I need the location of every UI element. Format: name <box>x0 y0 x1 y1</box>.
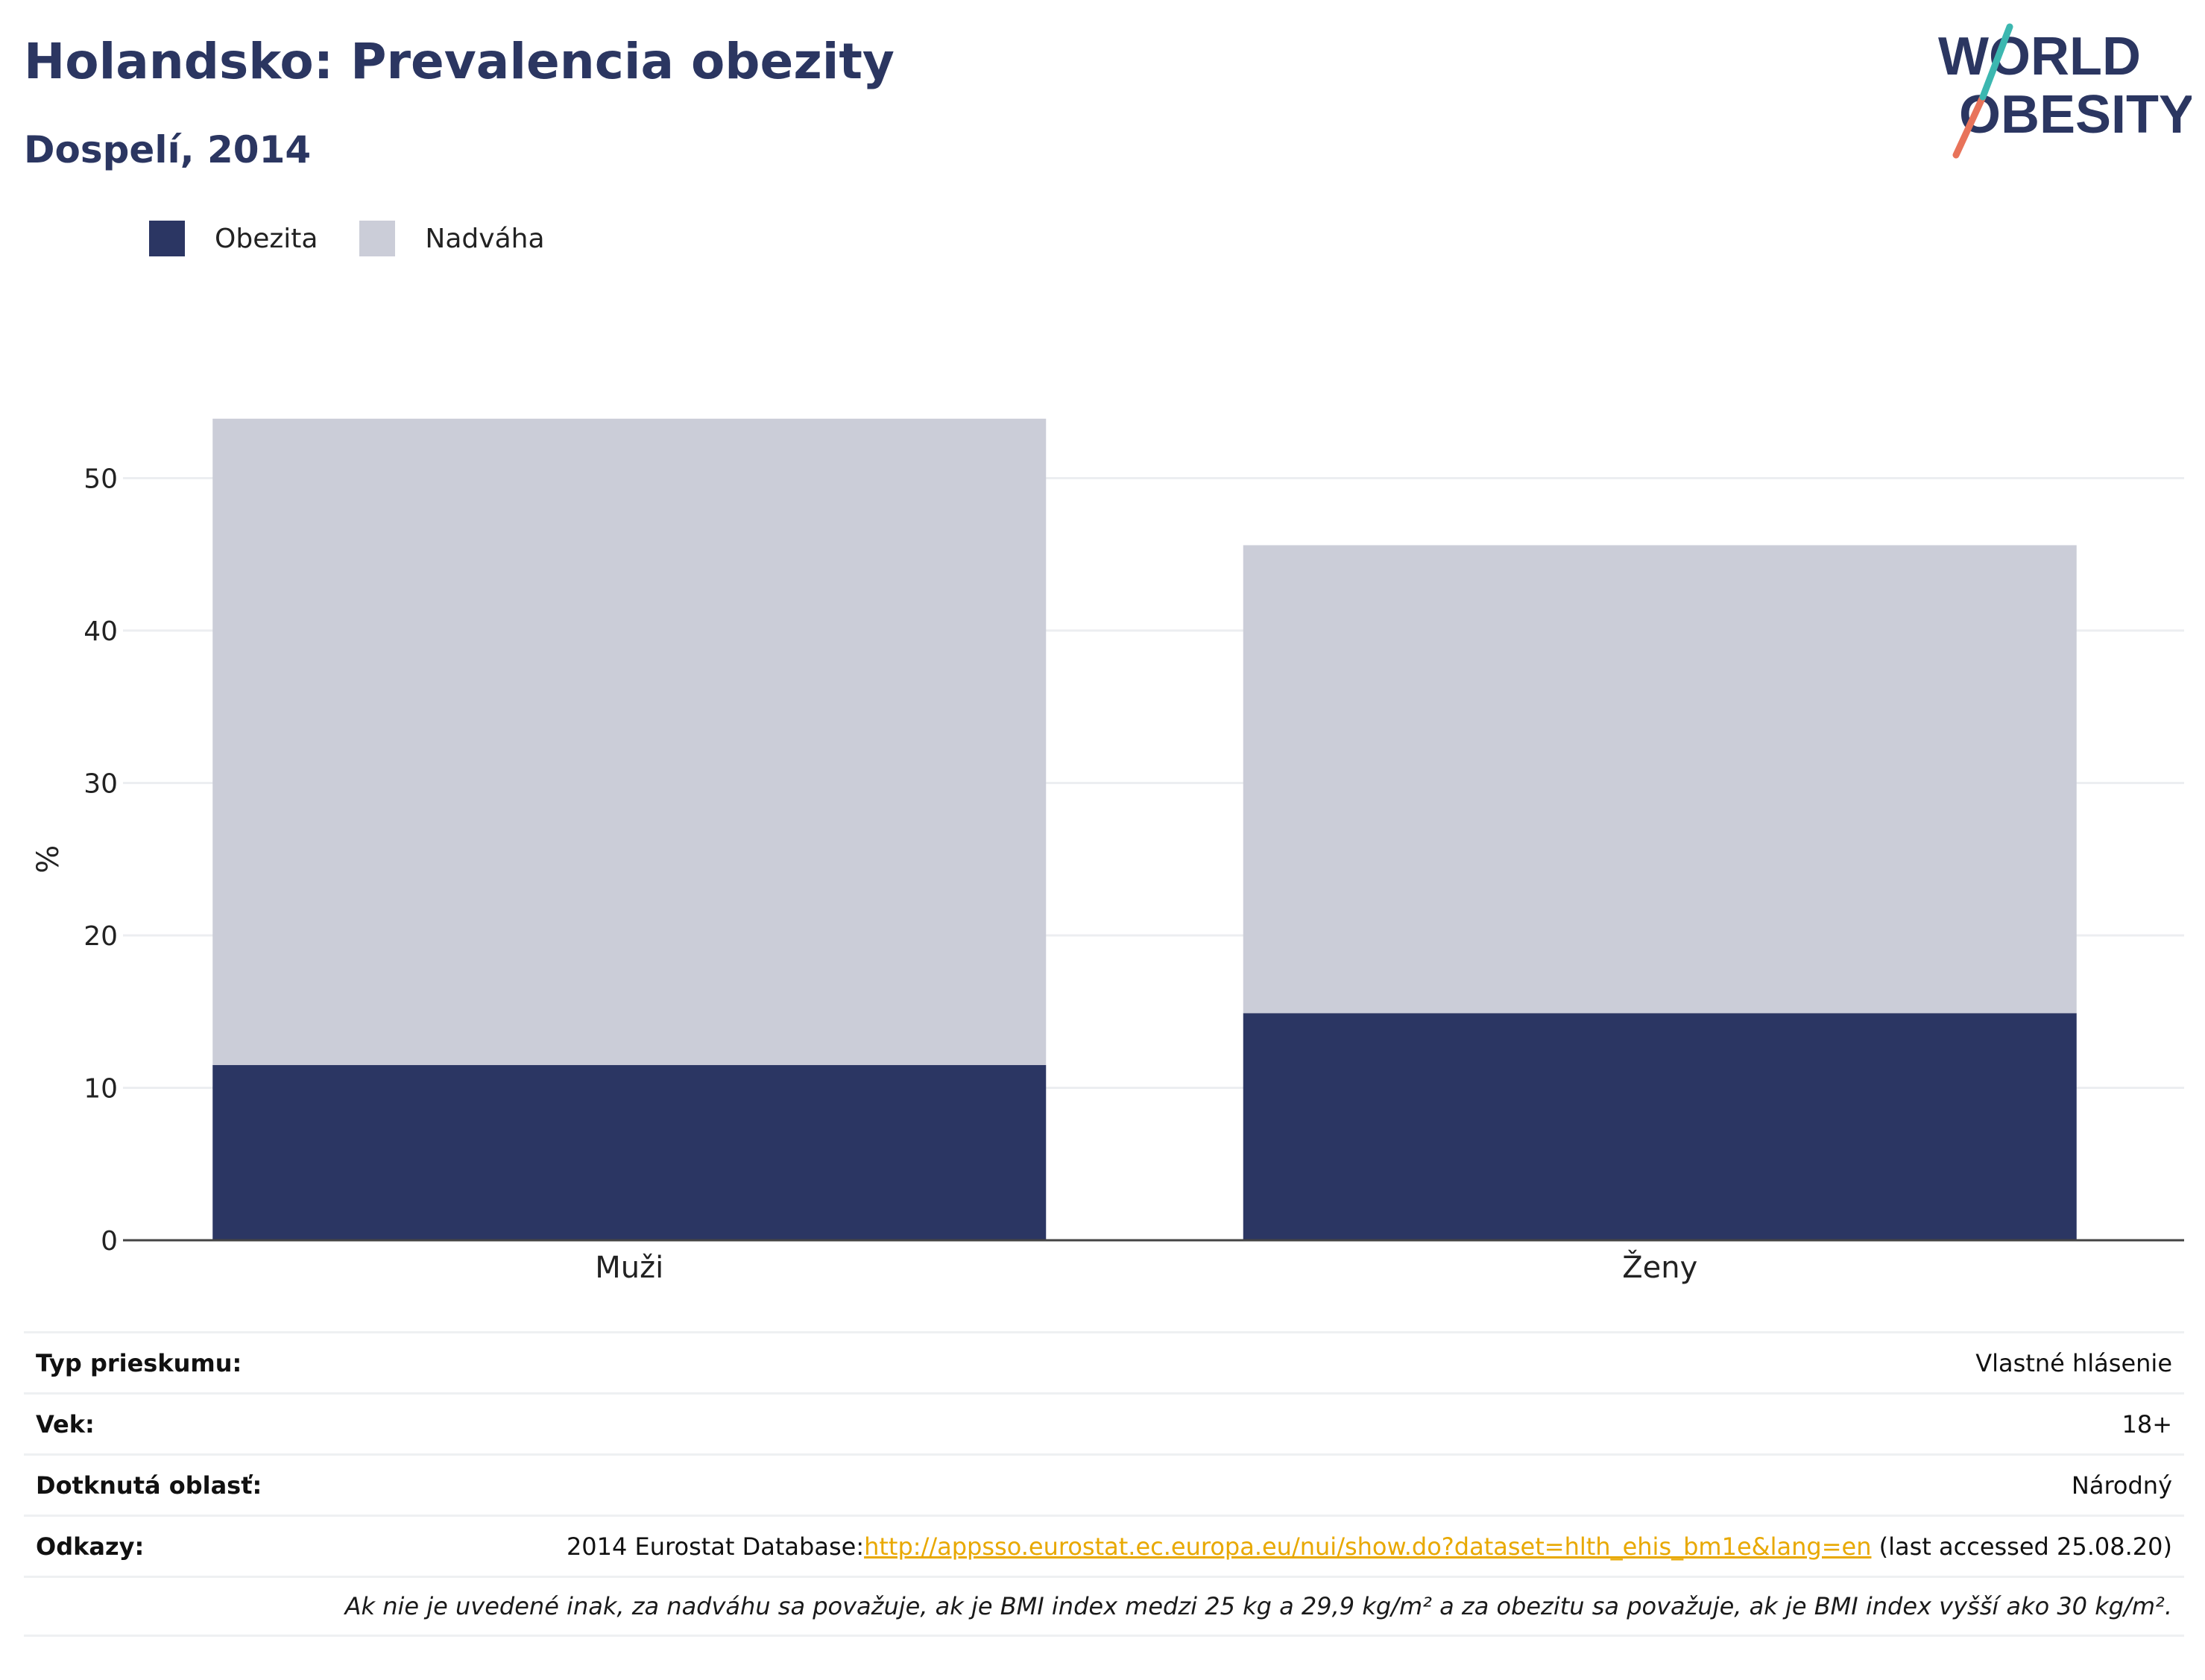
bar-nadv-ha-0 <box>212 418 1047 1065</box>
page-subtitle: Dospelí, 2014 <box>24 128 312 171</box>
info-table: Typ prieskumu: Vlastné hlásenie Vek: 18+… <box>24 1331 2184 1637</box>
age-label: Vek: <box>36 1409 95 1439</box>
age-value: 18+ <box>2122 1409 2172 1439</box>
bar-obezita-0 <box>212 1064 1047 1240</box>
info-row-survey-type: Typ prieskumu: Vlastné hlásenie <box>24 1331 2184 1392</box>
legend-label-obezita: Obezita <box>215 223 318 254</box>
definition-note: Ak nie je uvedené inak, za nadváhu sa po… <box>344 1592 2172 1620</box>
eurostat-link[interactable]: http://appsso.eurostat.ec.europa.eu/nui/… <box>864 1532 1872 1561</box>
legend-item-nadvaha: Nadváha <box>359 221 545 256</box>
legend-swatch-obezita <box>149 221 185 256</box>
svg-text:WORLD: WORLD <box>1938 27 2141 86</box>
info-row-note: Ak nie je uvedené inak, za nadváhu sa po… <box>24 1576 2184 1637</box>
x-tick-label: Ženy <box>1622 1249 1697 1285</box>
info-row-references: Odkazy: 2014 Eurostat Database:http://ap… <box>24 1515 2184 1576</box>
references-label: Odkazy: <box>36 1532 145 1561</box>
y-axis-label: % <box>31 845 66 874</box>
legend-item-obezita: Obezita <box>149 221 318 256</box>
stacked-bar-chart: 0 10 20 30 40 50% Muži Ženy <box>31 418 2184 1285</box>
survey-type-value: Vlastné hlásenie <box>1975 1348 2172 1377</box>
y-tick-label: 40 <box>83 616 118 647</box>
references-value: 2014 Eurostat Database:http://appsso.eur… <box>567 1532 2172 1561</box>
y-tick-label: 50 <box>83 464 118 495</box>
bar-obezita-1 <box>1243 1013 2077 1240</box>
y-tick-label: 0 <box>101 1226 118 1257</box>
bar-nadv-ha-1 <box>1243 545 2077 1014</box>
world-obesity-logo: WORLD OBESITY <box>1938 23 2192 159</box>
info-row-area: Dotknutá oblasť: Národný <box>24 1453 2184 1515</box>
page-title: Holandsko: Prevalencia obezity <box>24 33 895 90</box>
references-prefix: 2014 Eurostat Database: <box>566 1532 865 1561</box>
area-value: Národný <box>2071 1471 2172 1500</box>
x-tick-label: Muži <box>595 1251 663 1285</box>
references-suffix: (last accessed 25.08.20) <box>1871 1532 2172 1561</box>
legend-swatch-nadvaha <box>359 221 396 256</box>
legend-label-nadvaha: Nadváha <box>425 223 545 254</box>
svg-text:OBESITY: OBESITY <box>1959 85 2192 145</box>
y-tick-label: 20 <box>83 921 118 952</box>
y-tick-label: 10 <box>83 1074 118 1105</box>
info-row-age: Vek: 18+ <box>24 1392 2184 1453</box>
y-tick-label: 30 <box>83 769 118 800</box>
area-label: Dotknutá oblasť: <box>36 1471 262 1500</box>
survey-type-label: Typ prieskumu: <box>36 1348 242 1377</box>
chart-legend: Obezita Nadváha <box>149 221 587 256</box>
